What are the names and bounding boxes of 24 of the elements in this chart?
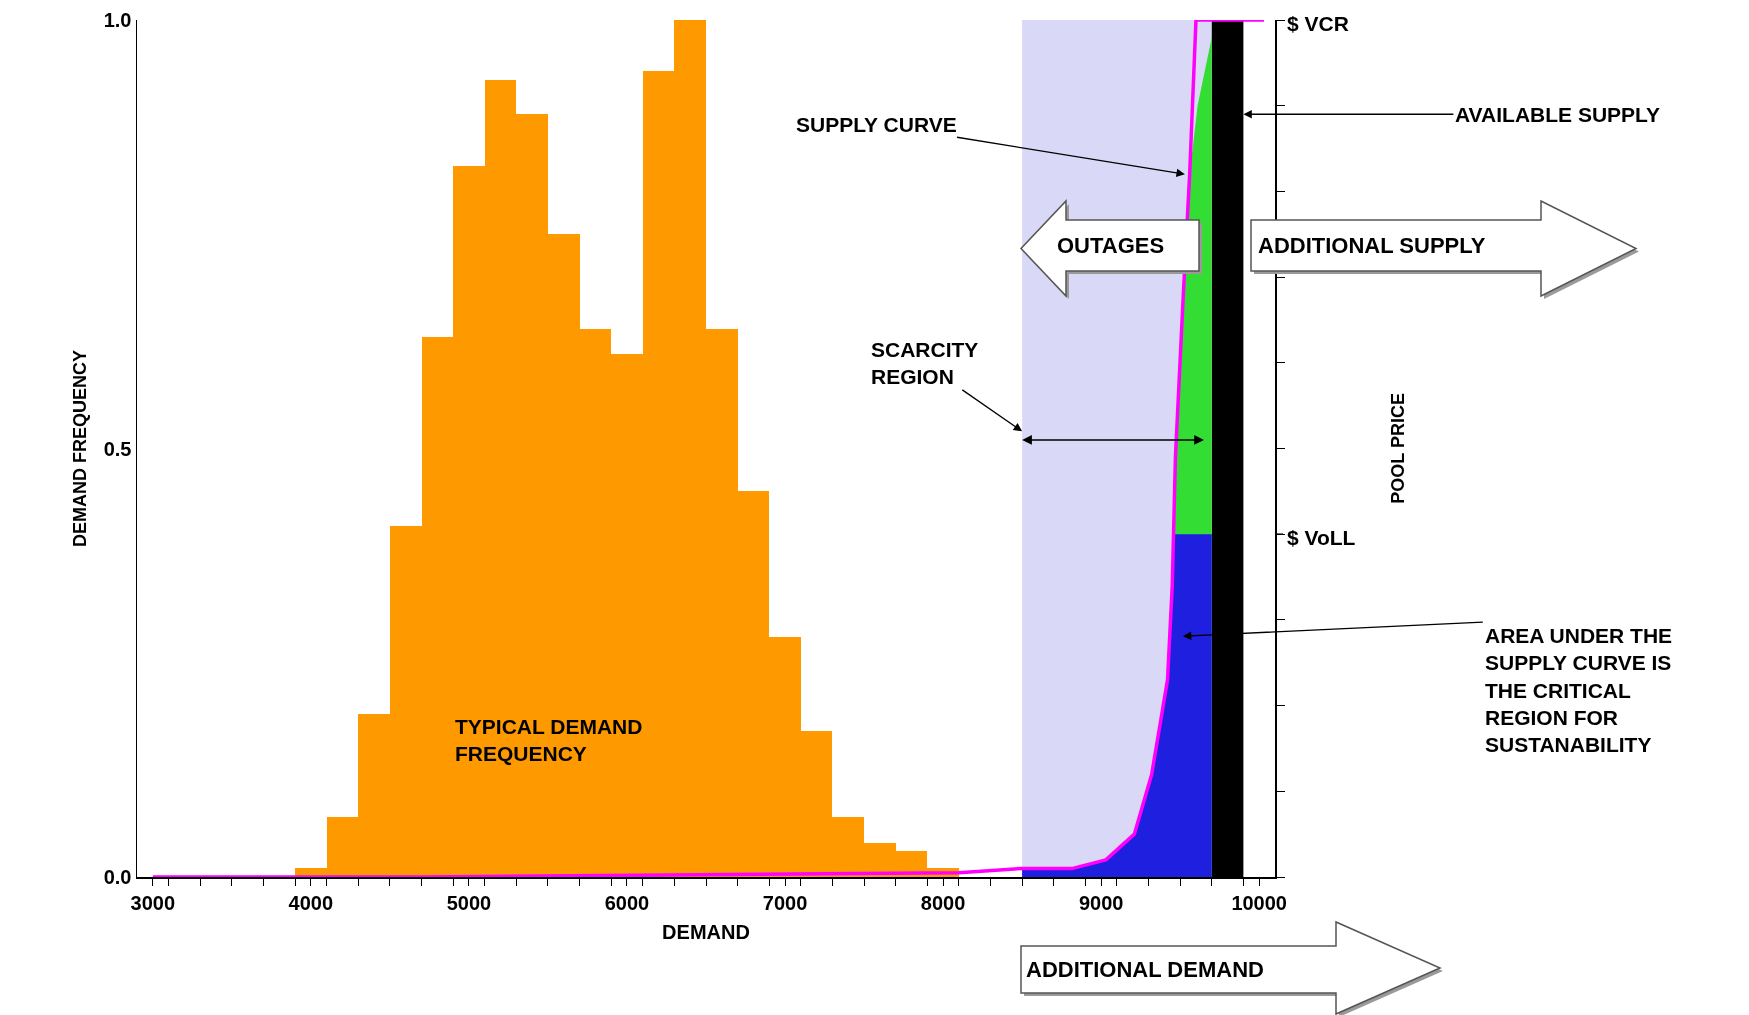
y-tick-label: 0.0 [103,866,132,888]
x-tick-label: 7000 [762,891,808,914]
x-axis-title: DEMAND [662,920,750,943]
x-tick-label: 9000 [1078,891,1124,914]
x-tick-label: 8000 [920,891,966,914]
ref-line-label: $ VoLL [1287,526,1356,549]
annotation: OUTAGES [1057,232,1165,259]
x-tick-label: 5000 [446,891,492,914]
x-tick-label: 6000 [604,891,650,914]
text: ADDITIONAL DEMAND [1026,956,1264,983]
annotation: ADDITIONAL SUPPLY [1258,232,1486,259]
ref-line-label: $ VCR [1287,12,1349,35]
annotation: SUPPLY CURVE [796,113,957,136]
annotation: TYPICAL DEMAND FREQUENCY [455,715,643,766]
text: POOL PRICE [1387,393,1408,504]
annotation: AVAILABLE SUPPLY [1455,103,1660,126]
y-tick-label: 1.0 [103,9,132,31]
x-tick-label: 4000 [288,891,334,914]
x-tick-label: 10000 [1231,891,1287,914]
text: AREA UNDER THE SUPPLY CURVE IS THE CRITICAL REGION FOR SUSTANABILITY [1485,624,1673,757]
x-tick-label: 3000 [130,891,176,914]
y-axis-title: DEMAND FREQUENCY [70,349,91,548]
annotation: SCARCITY REGION [871,338,979,389]
y-tick-label: 0.5 [103,437,132,460]
